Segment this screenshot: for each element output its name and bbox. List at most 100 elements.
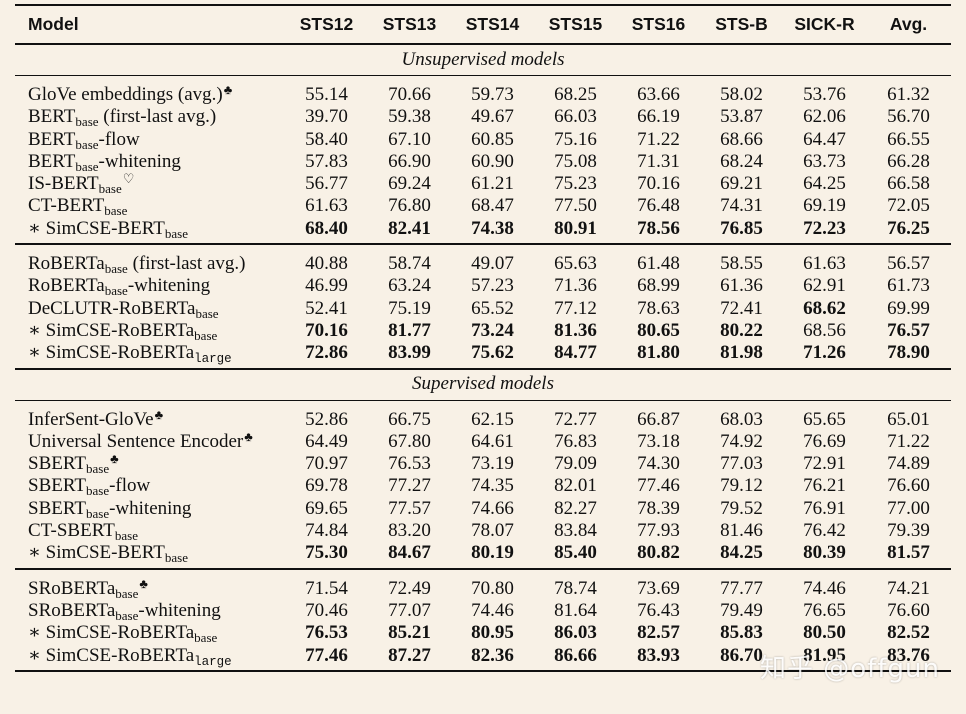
- score-cell: 86.70: [700, 644, 783, 672]
- score-cell: 58.40: [305, 128, 348, 150]
- model-name-cell: BERTbase (first-last avg.): [15, 106, 285, 128]
- model-size-subscript: base: [75, 114, 99, 130]
- table-row: ∗ SimCSE-RoBERTabase 76.53 85.21 80.95 86.03…: [15, 622, 951, 644]
- citation-marker: ♣: [110, 451, 119, 467]
- score-cell: 70.80: [451, 567, 534, 600]
- score-cell: 77.12: [554, 297, 597, 319]
- score-cell: 71.22: [887, 430, 930, 452]
- score-cell: 49.07: [451, 243, 534, 276]
- score-cell: 60.90: [471, 150, 514, 172]
- score-cell: 75.08: [554, 150, 597, 172]
- score-cell: 76.91: [803, 497, 846, 519]
- model-size-subscript: base: [75, 136, 99, 152]
- score-cell: 83.99: [388, 342, 431, 364]
- score-cell: 81.46: [720, 520, 763, 542]
- model-size-subscript: base: [104, 261, 128, 277]
- score-cell: 72.05: [887, 195, 930, 217]
- score-cell: 62.15: [451, 399, 534, 431]
- section-row: Supervised models: [15, 367, 951, 401]
- header-sts12: STS12: [285, 4, 368, 44]
- score-cell: 82.41: [388, 217, 431, 239]
- score-cell: 58.02: [700, 75, 783, 107]
- model-name: RoBERTa: [28, 275, 105, 297]
- score-cell: 65.52: [471, 297, 514, 319]
- score-cell: 66.58: [887, 173, 930, 195]
- score-cell: 58.55: [700, 243, 783, 276]
- score-cell: 68.25: [534, 75, 617, 107]
- model-size-subscript: base: [85, 461, 110, 477]
- score-cell: 78.39: [637, 497, 680, 519]
- model-size-subscript: base: [114, 528, 138, 544]
- watermark: 知乎 @offgun: [760, 654, 940, 684]
- citation-marker: ♣: [223, 82, 233, 97]
- score-cell: 69.65: [305, 497, 348, 519]
- table-row: SRoBERTabase♣ 71.54 72.49 70.80 78.74 73.69 77…: [15, 567, 951, 600]
- score-cell: 69.24: [388, 173, 431, 195]
- table-row: SBERTbase-flow 69.78 77.27 74.35 82.01 77.46 7…: [15, 475, 951, 497]
- score-cell: 76.43: [637, 599, 680, 621]
- score-cell: 74.35: [471, 475, 514, 497]
- model-name: ∗ SimCSE-RoBERTa: [28, 622, 195, 644]
- score-cell: 71.36: [554, 275, 597, 297]
- score-cell: 66.75: [368, 399, 451, 431]
- table-row: Universal Sentence Encoder♣ 64.49 67.80 64.…: [15, 430, 951, 453]
- model-size-subscript: base: [115, 607, 139, 623]
- score-cell: 74.66: [471, 497, 514, 519]
- score-cell: 74.92: [720, 430, 763, 452]
- header-sts14: STS14: [451, 4, 534, 44]
- header-model: Model: [15, 4, 285, 44]
- score-cell: 73.24: [471, 319, 514, 341]
- score-cell: 56.70: [887, 106, 930, 128]
- score-cell: 84.25: [720, 542, 763, 564]
- model-name-cell: ∗ SimCSE-RoBERTalarge: [15, 342, 285, 368]
- table-row: BERTbase (first-last avg.) 39.70 59.38 49.6…: [15, 106, 951, 128]
- score-cell: 67.80: [388, 430, 431, 452]
- score-cell: 75.19: [388, 297, 431, 319]
- table-row: InferSent-GloVe♣ 52.86 66.75 62.15 72.77 66.8…: [15, 399, 951, 431]
- score-cell: 78.90: [887, 342, 930, 364]
- header-sick-r: SICK-R: [783, 4, 866, 44]
- sts-results-table: Model STS12 STS13 STS14 STS15 STS16 STS-B SICK-…: [15, 4, 951, 672]
- score-cell: 76.48: [637, 195, 680, 217]
- score-cell: 84.77: [554, 342, 597, 364]
- score-cell: 67.10: [388, 128, 431, 150]
- score-cell: 69.21: [720, 173, 763, 195]
- model-name-cell: SBERTbase-whitening: [15, 498, 285, 520]
- header-sts15: STS15: [534, 4, 617, 44]
- model-name: CT-SBERT: [28, 520, 115, 542]
- model-name-suffix: -whitening: [138, 599, 221, 621]
- model-name-cell: ∗ SimCSE-RoBERTabase: [15, 622, 285, 644]
- model-name: SRoBERTa: [28, 577, 116, 599]
- score-cell: 74.30: [637, 453, 680, 475]
- score-cell: 61.48: [617, 243, 700, 276]
- model-name-cell: CT-BERTbase: [15, 195, 285, 217]
- score-cell: 86.66: [534, 644, 617, 672]
- score-cell: 83.84: [554, 520, 597, 542]
- score-cell: 76.57: [887, 319, 930, 341]
- model-name-suffix: (first-last avg.): [98, 106, 217, 128]
- score-cell: 63.24: [388, 275, 431, 297]
- score-cell: 62.06: [803, 106, 846, 128]
- score-cell: 65.65: [783, 399, 866, 431]
- score-cell: 83.93: [617, 644, 700, 672]
- score-cell: 71.54: [285, 567, 368, 600]
- score-cell: 77.50: [554, 195, 597, 217]
- model-name: BERT: [28, 106, 76, 128]
- score-cell: 79.12: [720, 475, 763, 497]
- citation-marker: ♣: [154, 406, 164, 422]
- score-cell: 72.86: [305, 342, 348, 364]
- score-cell: 77.00: [887, 497, 930, 519]
- score-cell: 64.61: [471, 430, 514, 452]
- score-cell: 68.24: [720, 150, 763, 172]
- score-cell: 82.52: [887, 622, 930, 644]
- model-name: ∗ SimCSE-RoBERTa: [28, 644, 195, 666]
- score-cell: 46.99: [305, 275, 348, 297]
- score-cell: 66.55: [887, 128, 930, 150]
- score-cell: 71.26: [803, 342, 846, 364]
- score-cell: 79.52: [720, 497, 763, 519]
- section-title: Supervised models: [15, 367, 951, 401]
- score-cell: 56.77: [305, 173, 348, 195]
- table-row: SRoBERTabase-whitening 70.46 77.07 74.46 81.…: [15, 600, 951, 622]
- model-name: ∗ SimCSE-BERT: [28, 542, 165, 564]
- model-name: GloVe embeddings (avg.): [28, 84, 223, 105]
